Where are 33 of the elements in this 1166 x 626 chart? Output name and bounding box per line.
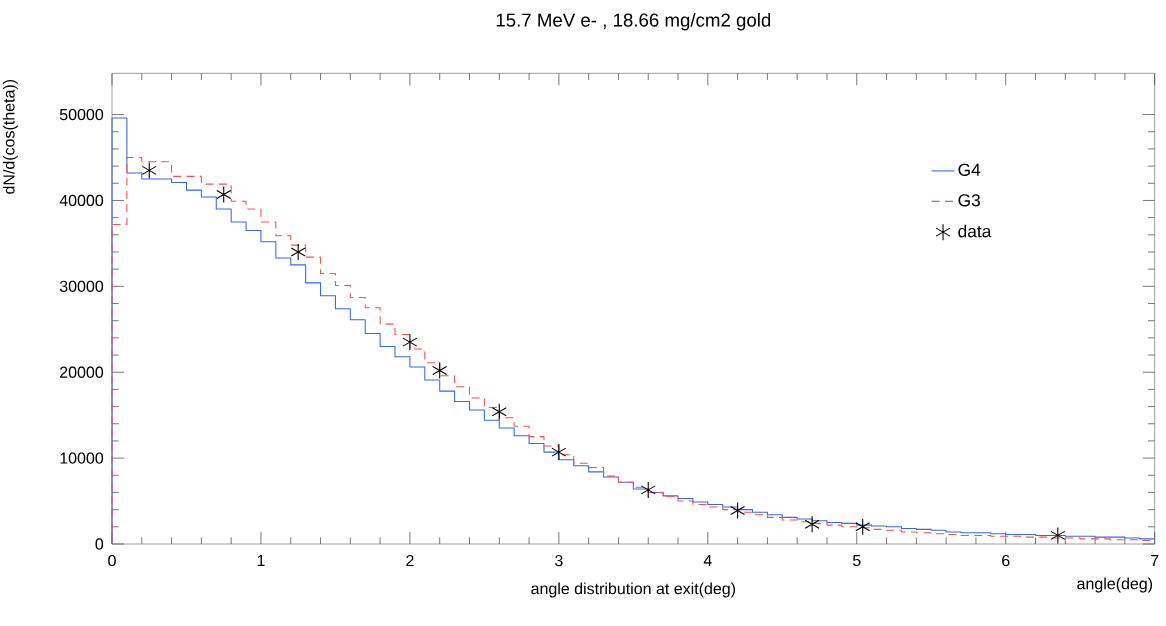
- y-tick-label: 20000: [60, 366, 104, 378]
- x-axis-title: angle distribution at exit(deg): [531, 582, 736, 598]
- point: [141, 161, 157, 179]
- x-tick-label: 1: [257, 554, 265, 566]
- y-axis-title: dN/d(cos(theta)): [2, 79, 18, 194]
- x-tick-label: 5: [852, 554, 861, 567]
- x-tick-label: 3: [555, 554, 563, 567]
- x-tick-label: 7: [1151, 554, 1159, 566]
- legend-label: G4: [958, 163, 981, 176]
- x-tick-label: 2: [406, 554, 414, 567]
- x-tick-label: 4: [703, 554, 712, 566]
- chart-title: 15.7 MeV e- , 18.66 mg/cm2 gold: [496, 12, 771, 31]
- point: [855, 518, 871, 536]
- point: [640, 481, 656, 499]
- x-tick-label: 6: [1002, 554, 1010, 567]
- y-tick-label: 50000: [59, 108, 104, 121]
- point: [551, 443, 567, 461]
- point: [432, 361, 448, 380]
- text: angle(deg): [1077, 577, 1153, 593]
- point: [290, 243, 306, 261]
- legend-label: G3: [958, 194, 980, 207]
- point: [402, 333, 418, 351]
- y-tick-label: 10000: [60, 452, 104, 464]
- x-tick-label: 0: [108, 554, 116, 567]
- point: [491, 403, 507, 421]
- y-tick-label: 0: [95, 538, 104, 550]
- point: [730, 501, 746, 520]
- point: [1050, 526, 1066, 544]
- point: [216, 185, 232, 203]
- legend-label: data: [958, 224, 992, 238]
- y-tick-label: 30000: [59, 280, 104, 292]
- point: [804, 515, 820, 533]
- y-tick-label: 40000: [59, 194, 104, 207]
